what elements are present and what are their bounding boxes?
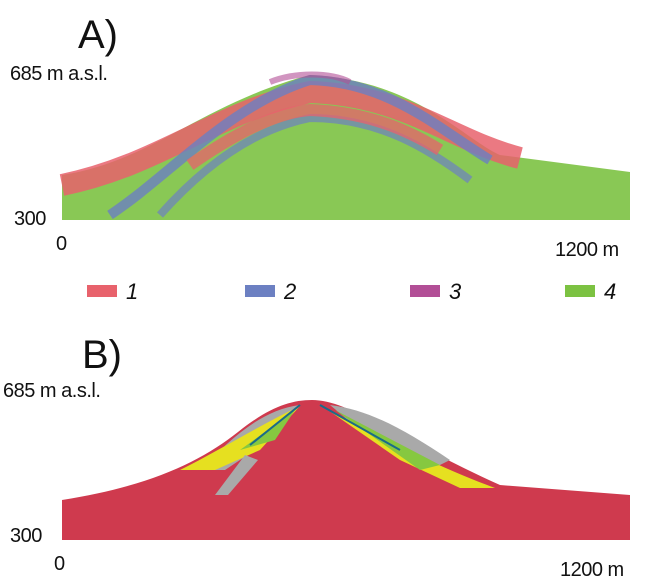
legend-label: 2 — [283, 279, 296, 304]
x-end: 1200 m — [560, 559, 624, 580]
x-start: 0 — [56, 233, 67, 255]
legend-label: 1 — [126, 279, 138, 304]
panel-a: A) 685 m a.s.l. 300 0 1200 m — [10, 13, 630, 261]
panel-label: B) — [82, 333, 122, 377]
zone-dark — [249, 404, 401, 451]
cross-section — [62, 400, 630, 540]
legend-label: 4 — [604, 279, 616, 304]
cross-section-band — [157, 113, 473, 218]
legend-label: 3 — [449, 279, 462, 304]
panel-label: A) — [78, 13, 118, 57]
legend-swatch — [565, 285, 595, 297]
zone-green — [335, 410, 440, 470]
cross-section-cap — [268, 71, 352, 85]
legend-swatch — [410, 285, 440, 297]
panel-b: B) 685 m a.s.l. 300 0 1200 m — [3, 333, 630, 581]
zone-yellow — [180, 406, 300, 470]
cross-section-band — [107, 74, 493, 220]
bottom-label: 300 — [14, 208, 46, 230]
x-start: 0 — [54, 553, 65, 575]
cross-section-band — [186, 103, 444, 170]
legend: 1 2 3 4 — [87, 279, 616, 304]
zone-grey — [330, 405, 450, 470]
bottom-label: 300 — [10, 525, 42, 547]
top-label: 685 m a.s.l. — [3, 380, 100, 402]
legend-swatch — [87, 285, 117, 297]
x-end: 1200 m — [555, 239, 619, 261]
top-label: 685 m a.s.l. — [10, 63, 107, 85]
legend-swatch — [245, 285, 275, 297]
cross-section-base — [62, 75, 630, 220]
zone-grey-strip — [215, 455, 258, 495]
